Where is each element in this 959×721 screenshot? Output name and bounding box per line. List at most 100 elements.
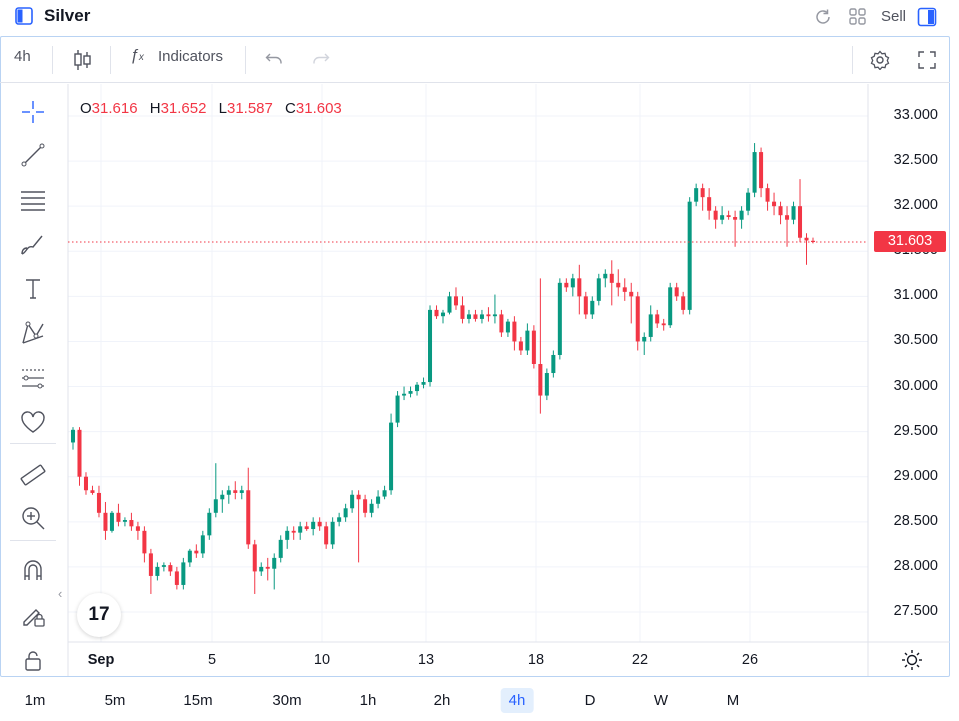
fib-lines-icon[interactable]	[18, 185, 48, 215]
pattern-icon[interactable]	[18, 318, 48, 348]
date-tick-label: 10	[313, 652, 331, 668]
candle	[239, 485, 244, 500]
candle-body	[174, 571, 179, 585]
candle-body	[687, 201, 692, 310]
candle	[447, 291, 452, 315]
candle	[655, 309, 660, 328]
candle-body	[428, 309, 433, 383]
candle-body	[525, 330, 530, 351]
symbol-title[interactable]: Silver	[44, 6, 91, 25]
candle-body	[798, 206, 803, 238]
fullscreen-icon[interactable]	[918, 51, 936, 69]
candle	[415, 382, 420, 396]
candle	[707, 188, 712, 220]
date-tick-label: Sep	[87, 652, 115, 668]
settings-icon[interactable]	[870, 50, 890, 70]
fx-icon[interactable]: ƒx	[130, 47, 144, 64]
candle-body	[155, 566, 160, 576]
text-icon[interactable]	[18, 274, 48, 304]
layout-grid-icon[interactable]	[848, 7, 868, 27]
candle-body	[499, 314, 504, 333]
undo-icon[interactable]	[265, 52, 283, 66]
sell-button[interactable]: Sell	[881, 8, 907, 25]
candle-body	[83, 476, 88, 491]
candle-body	[220, 494, 225, 500]
timeframe-30m[interactable]: 30m	[272, 692, 302, 709]
timeframe-2h[interactable]: 2h	[433, 692, 451, 709]
toolbar-bottom-border	[0, 82, 950, 83]
candle-body	[311, 521, 316, 530]
timeframe-15m[interactable]: 15m	[183, 692, 213, 709]
crosshair-icon[interactable]	[18, 97, 48, 127]
ruler-icon[interactable]	[18, 460, 48, 490]
tools-divider	[10, 443, 56, 444]
timeframe-4h[interactable]: 4h	[500, 688, 534, 713]
candle-body	[778, 206, 783, 216]
candle	[661, 318, 666, 331]
timeframe-W[interactable]: W	[653, 692, 669, 709]
timeframe-D[interactable]: D	[584, 692, 596, 709]
tradingview-logo[interactable]: 17	[77, 593, 121, 637]
candle	[525, 323, 530, 355]
magnet-icon[interactable]	[18, 556, 48, 586]
candle	[486, 307, 491, 322]
sidebar-panel-icon[interactable]	[15, 7, 33, 25]
candle-body	[655, 314, 660, 324]
candle	[148, 548, 153, 594]
panel-toggle-icon[interactable]	[917, 7, 937, 27]
redo-icon[interactable]	[312, 52, 330, 66]
theme-toggle-icon[interactable]	[901, 649, 923, 671]
candle-body	[161, 565, 166, 567]
candle-body	[674, 287, 679, 297]
candle	[687, 197, 692, 315]
chart-frame	[0, 36, 950, 677]
candle	[213, 463, 218, 518]
candle-body	[804, 237, 809, 241]
timeframe-1m[interactable]: 1m	[24, 692, 46, 709]
candle	[252, 539, 257, 594]
candle-body	[609, 273, 614, 283]
candle-body	[642, 336, 647, 342]
interval-button[interactable]: 4h	[14, 48, 31, 65]
candle	[350, 490, 355, 513]
trend-line-icon[interactable]	[18, 140, 48, 170]
forecast-icon[interactable]	[18, 363, 48, 393]
timeframe-M[interactable]: M	[726, 692, 740, 709]
candle	[759, 147, 764, 198]
candle-body	[239, 490, 244, 493]
candle	[187, 548, 192, 567]
candle-body	[304, 526, 309, 530]
candle-body	[570, 278, 575, 288]
refresh-icon[interactable]	[813, 7, 833, 27]
candle-body	[421, 382, 426, 385]
brush-icon[interactable]	[18, 230, 48, 260]
candle	[544, 368, 549, 401]
toolbar-divider	[52, 46, 53, 74]
candle-body	[194, 550, 199, 554]
candle-body	[707, 197, 712, 211]
candle-body	[103, 512, 108, 531]
candle-body	[700, 188, 705, 198]
chart-toolbar: 4h ƒx Indicators	[0, 38, 950, 82]
candle-body	[551, 354, 556, 374]
candle-body	[486, 314, 491, 317]
zoom-in-icon[interactable]	[18, 503, 48, 533]
collapse-toolbar-arrow[interactable]: ‹	[58, 586, 63, 601]
lock-icon[interactable]	[18, 645, 48, 675]
heart-icon[interactable]	[18, 407, 48, 437]
lock-pencil-icon[interactable]	[18, 600, 48, 630]
timeframe-5m[interactable]: 5m	[104, 692, 126, 709]
candle	[616, 269, 621, 297]
candle	[155, 562, 160, 581]
candle-body	[389, 422, 394, 491]
candle	[77, 427, 82, 486]
candle-body	[538, 364, 543, 396]
high-key: H	[149, 100, 161, 117]
indicators-button[interactable]: Indicators	[158, 48, 224, 65]
candle-body	[298, 526, 303, 533]
candle	[298, 521, 303, 540]
price-tick-label: 30.000	[893, 377, 938, 394]
candles-icon[interactable]	[72, 49, 92, 71]
timeframe-1h[interactable]: 1h	[359, 692, 377, 709]
